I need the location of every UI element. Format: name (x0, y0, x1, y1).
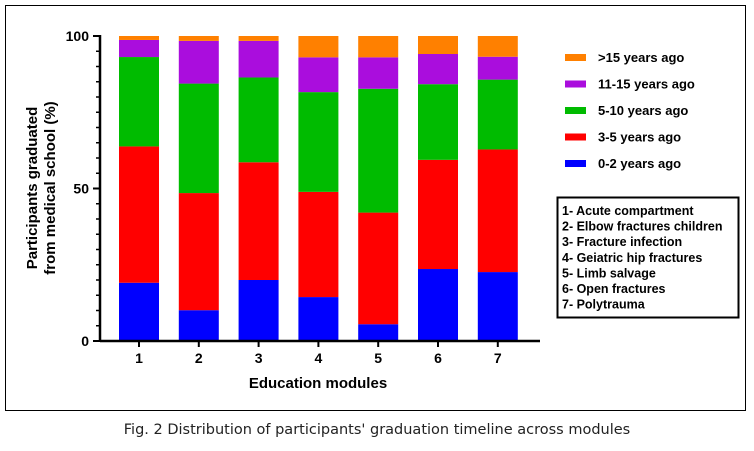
y-tick-label: 0 (81, 333, 89, 349)
bar-segment-5-11-15-years-ago (358, 57, 399, 89)
bar-segment-7-11-15-years-ago (477, 56, 518, 80)
bar-segment-4--15-years-ago (298, 36, 339, 58)
y-tick-label: 50 (73, 181, 89, 197)
module-key-item: 6- Open fractures (562, 282, 666, 296)
module-key-item: 1- Acute compartment (562, 204, 694, 218)
bar-segment-7-5-10-years-ago (477, 79, 518, 150)
bar-segment-2-0-2-years-ago (178, 310, 219, 341)
bar-segment-1-11-15-years-ago (119, 39, 159, 58)
module-key-item: 5- Limb salvage (562, 266, 656, 280)
bar-segment-6-11-15-years-ago (418, 53, 458, 85)
x-tick-label: 4 (315, 350, 323, 366)
legend-label: 0-2 years ago (598, 156, 681, 171)
module-key-item: 2- Elbow fractures children (562, 220, 722, 234)
x-tick-label: 3 (255, 350, 263, 366)
bar-segment-4-3-5-years-ago (298, 191, 339, 298)
x-tick-label: 2 (195, 350, 203, 366)
x-tick-label: 6 (434, 350, 442, 366)
bar-segment-6-0-2-years-ago (418, 269, 458, 341)
bar-segment-4-11-15-years-ago (298, 57, 339, 93)
bar-segment-1-3-5-years-ago (119, 146, 159, 283)
x-tick-label: 7 (494, 350, 502, 366)
y-axis-label-line1: Participants graduated (24, 107, 41, 270)
y-axis-label-line2: from medical school (%) (42, 101, 59, 274)
y-tick-label: 100 (66, 28, 90, 44)
x-axis-label: Education modules (249, 375, 387, 392)
bar-segment-2-11-15-years-ago (178, 40, 219, 84)
bar-segment-3-3-5-years-ago (238, 162, 279, 280)
figure-frame (5, 5, 746, 411)
legend-swatch (565, 133, 586, 141)
bar-segment-7--15-years-ago (477, 36, 518, 57)
figure-caption: Fig. 2 Distribution of participants' gra… (123, 422, 631, 438)
x-tick-label: 5 (374, 350, 382, 366)
bar-segment-1-0-2-years-ago (119, 282, 159, 341)
bar-segment-3-5-10-years-ago (238, 77, 279, 163)
module-key-box (556, 196, 740, 319)
bar-segment-5-5-10-years-ago (358, 88, 399, 213)
legend-swatch (565, 80, 586, 88)
bar-segment-2-3-5-years-ago (178, 193, 219, 311)
bar-segment-1-5-10-years-ago (119, 57, 159, 147)
bar-segment-6--15-years-ago (418, 36, 458, 54)
module-key-item: 4- Geiatric hip fractures (562, 251, 702, 265)
bar-segment-2-5-10-years-ago (178, 83, 219, 194)
bar-segment-7-3-5-years-ago (477, 149, 518, 273)
bar-segment-1--15-years-ago (119, 36, 159, 40)
x-tick-label: 1 (135, 350, 143, 366)
legend-label: 5-10 years ago (598, 103, 688, 118)
bar-segment-3--15-years-ago (238, 36, 279, 41)
bar-segment-3-11-15-years-ago (238, 40, 279, 78)
module-key-item: 3- Fracture infection (562, 235, 682, 249)
legend-label: >15 years ago (598, 50, 684, 65)
module-key-item: 7- Polytrauma (562, 298, 646, 312)
legend-label: 3-5 years ago (598, 130, 681, 145)
bar-segment-4-0-2-years-ago (298, 297, 339, 341)
legend-swatch (565, 107, 586, 114)
bar-segment-5-0-2-years-ago (358, 324, 399, 341)
bar-segment-5--15-years-ago (358, 36, 399, 58)
bar-segment-3-0-2-years-ago (238, 280, 279, 341)
bar-segment-2--15-years-ago (178, 36, 219, 41)
bar-segment-4-5-10-years-ago (298, 92, 339, 192)
bar-segment-6-3-5-years-ago (418, 159, 458, 270)
legend-swatch (565, 160, 586, 167)
legend-swatch (565, 54, 586, 61)
module-key: 1- Acute compartment 2- Elbow fractures c… (562, 204, 722, 312)
bar-segment-7-0-2-years-ago (477, 272, 518, 341)
legend: >15 years ago 11-15 years ago 5-10 years a… (565, 50, 695, 171)
bar-segment-5-3-5-years-ago (358, 212, 399, 325)
legend-label: 11-15 years ago (598, 77, 695, 92)
bar-segment-6-5-10-years-ago (418, 84, 458, 160)
